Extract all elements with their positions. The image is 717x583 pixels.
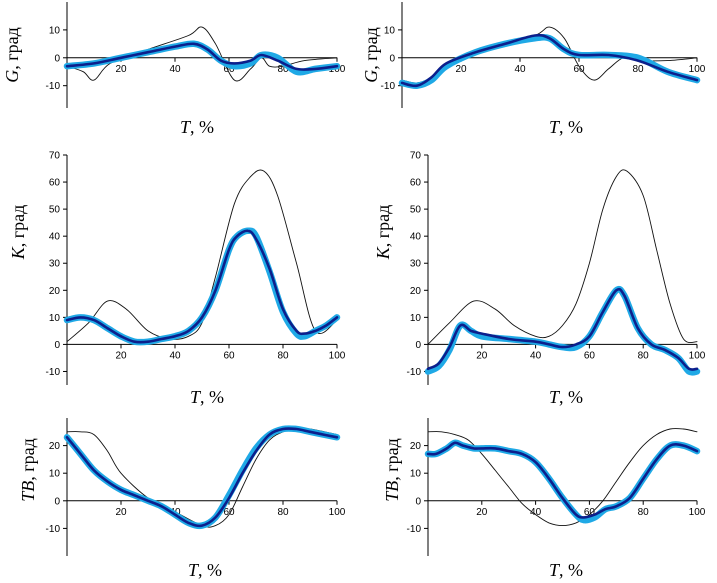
series-band-line — [398, 33, 701, 89]
series-band-line — [424, 439, 701, 524]
y-tick-label: 0 — [415, 496, 421, 507]
y-tick-label: 10 — [410, 313, 422, 324]
x-tick-label: 60 — [584, 507, 596, 518]
x-tick-label: 60 — [584, 350, 596, 361]
x-tick-label: 40 — [530, 507, 542, 518]
x-tick-label: 100 — [689, 350, 706, 361]
y-tick-label: 60 — [49, 178, 61, 189]
x-tick-label: 20 — [115, 64, 127, 75]
y-tick-label: -10 — [381, 81, 396, 92]
series-mean-line — [400, 33, 699, 88]
y-tick-label: 70 — [49, 151, 61, 162]
series-norm-line — [427, 428, 698, 527]
xlabel-g-right: T, % — [549, 117, 583, 137]
x-tick-label: 60 — [573, 64, 585, 75]
series-norm-line — [427, 169, 698, 345]
ylabel-g-right: G, град — [361, 27, 381, 83]
series-band-line — [424, 285, 701, 376]
y-tick-label: 20 — [49, 286, 61, 297]
xlabel-tb-right: T, % — [549, 560, 583, 580]
y-tick-label: 50 — [410, 205, 422, 216]
series-norm-line — [66, 26, 338, 82]
y-tick-label: 0 — [54, 340, 60, 351]
series-mean-line — [426, 441, 699, 519]
x-tick-label: 20 — [476, 350, 488, 361]
x-tick-label: 20 — [115, 350, 127, 361]
panel-tb-right: -10 0 10 20 20 40 60 80 100 — [407, 418, 706, 556]
panel-g-right: -10 0 10 20 40 60 80 100 — [381, 2, 706, 108]
x-tick-label: 100 — [689, 507, 706, 518]
series-mean-line — [65, 229, 339, 344]
y-tick-label: -10 — [46, 81, 61, 92]
y-tick-label: 50 — [49, 205, 61, 216]
panel-k-left: -10 0 10 20 30 40 50 60 70 20 40 60 80 100 — [46, 151, 346, 385]
y-tick-label: 10 — [410, 469, 422, 480]
ylabel-k-left: K, град — [8, 205, 28, 261]
y-tick-label: 0 — [54, 53, 60, 64]
xlabel-g-left: T, % — [180, 117, 214, 137]
ylabel-k-right: K, град — [373, 205, 393, 261]
x-tick-label: 80 — [638, 507, 650, 518]
series-mean-line — [65, 427, 339, 528]
y-tick-label: 40 — [410, 232, 422, 243]
y-tick-label: 70 — [410, 151, 422, 162]
y-tick-label: 0 — [415, 340, 421, 351]
x-tick-label: 100 — [329, 507, 346, 518]
series-band-line — [63, 227, 341, 346]
xlabel-k-right: T, % — [549, 387, 583, 407]
x-tick-label: 40 — [530, 350, 542, 361]
y-tick-label: -10 — [407, 367, 422, 378]
x-tick-label: 40 — [169, 64, 181, 75]
x-tick-label: 100 — [689, 64, 706, 75]
x-tick-label: 60 — [223, 64, 235, 75]
x-tick-label: 100 — [329, 350, 346, 361]
ylabel-g-left: G, град — [2, 27, 22, 83]
y-tick-label: 10 — [49, 25, 61, 36]
series-mean-line — [65, 42, 339, 71]
y-tick-label: 0 — [54, 496, 60, 507]
x-tick-label: 20 — [455, 64, 467, 75]
y-tick-label: 20 — [410, 441, 422, 452]
x-tick-label: 80 — [277, 350, 289, 361]
xlabel-k-left: T, % — [190, 387, 224, 407]
x-tick-label: 80 — [277, 507, 289, 518]
y-tick-label: -10 — [46, 367, 61, 378]
y-tick-label: 10 — [49, 313, 61, 324]
x-tick-label: 60 — [223, 507, 235, 518]
y-tick-label: -10 — [407, 524, 422, 535]
y-tick-label: 20 — [410, 286, 422, 297]
x-tick-label: 80 — [277, 64, 289, 75]
y-tick-label: 40 — [49, 232, 61, 243]
y-tick-label: 60 — [410, 178, 422, 189]
x-tick-label: 40 — [514, 64, 526, 75]
series-band-line — [63, 425, 341, 530]
y-tick-label: 0 — [389, 53, 395, 64]
y-tick-label: 10 — [49, 469, 61, 480]
panel-k-right: -10 0 10 20 30 40 50 60 70 20 40 60 80 100 — [407, 151, 706, 385]
x-tick-label: 80 — [632, 64, 644, 75]
series-mean-line — [426, 287, 699, 371]
y-tick-label: 30 — [49, 259, 61, 270]
y-tick-label: -10 — [46, 524, 61, 535]
x-tick-label: 60 — [223, 350, 235, 361]
x-tick-label: 40 — [169, 350, 181, 361]
y-tick-label: 20 — [49, 441, 61, 452]
ylabel-tb-left: TB, град — [18, 438, 38, 502]
y-tick-label: 10 — [384, 25, 396, 36]
y-tick-label: 30 — [410, 259, 422, 270]
ylabel-tb-right: TB, град — [382, 438, 402, 502]
x-tick-label: 20 — [115, 507, 127, 518]
x-tick-label: 20 — [476, 507, 488, 518]
xlabel-tb-left: T, % — [188, 560, 222, 580]
x-tick-label: 80 — [638, 350, 650, 361]
